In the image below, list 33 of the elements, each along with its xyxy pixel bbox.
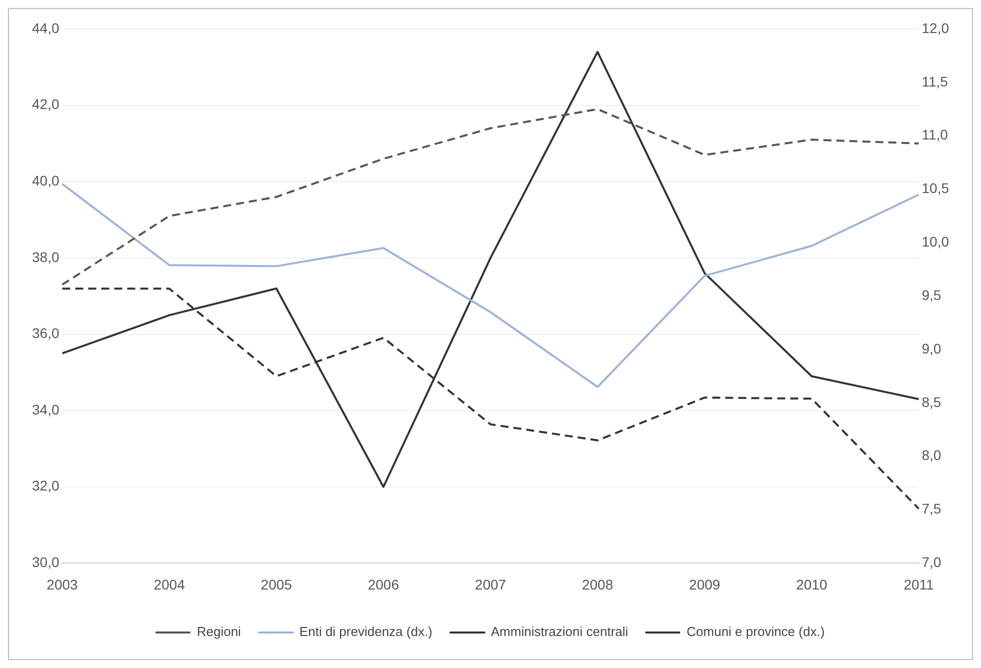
x-tick-label: 2009 — [689, 576, 720, 592]
x-tick-label: 2005 — [260, 576, 292, 592]
legend-label: Enti di previdenza (dx.) — [299, 624, 432, 640]
y2-tick-label: 10,5 — [922, 180, 950, 196]
legend-label: Regioni — [196, 624, 242, 640]
x-tick-label: 2003 — [46, 576, 78, 592]
legend-label: Comuni e province (dx.) — [686, 624, 825, 640]
y2-tick-label: 8,0 — [922, 447, 942, 464]
x-tick-label: 2007 — [474, 576, 506, 592]
y-tick-label: 40,0 — [32, 172, 60, 188]
y2-tick-label: 7,5 — [922, 500, 942, 517]
y2-tick-label: 7,0 — [922, 554, 942, 570]
y2-tick-label: 12,0 — [922, 20, 950, 36]
y2-tick-label: 10,0 — [922, 234, 950, 250]
y-tick-label: 38,0 — [32, 248, 60, 265]
x-tick-label: 2010 — [796, 576, 828, 592]
y-tick-label: 36,0 — [32, 325, 60, 342]
y-tick-label: 44,0 — [32, 20, 60, 36]
legend-label: Amministrazioni centrali — [490, 624, 628, 640]
x-tick-label: 2008 — [582, 576, 614, 592]
x-tick-label: 2006 — [368, 576, 400, 592]
y-tick-label: 32,0 — [32, 478, 60, 494]
y2-tick-label: 9,0 — [922, 340, 942, 356]
y-tick-label: 42,0 — [32, 96, 60, 112]
y2-tick-label: 11,5 — [922, 73, 948, 90]
x-tick-label: 2011 — [904, 576, 934, 592]
y-tick-label: 30,0 — [32, 554, 60, 570]
x-tick-label: 2004 — [154, 576, 186, 592]
y2-tick-label: 11,0 — [922, 126, 948, 143]
y2-tick-label: 8,5 — [922, 394, 942, 410]
line-series — [61, 108, 920, 286]
y2-tick-label: 9,5 — [922, 286, 942, 303]
y-tick-label: 34,0 — [32, 401, 60, 418]
